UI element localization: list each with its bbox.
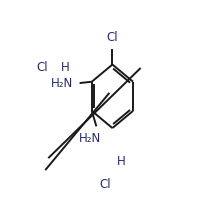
Text: H: H bbox=[61, 62, 70, 74]
Text: H₂N: H₂N bbox=[51, 76, 73, 90]
Text: Cl: Cl bbox=[36, 62, 48, 74]
Text: H₂N: H₂N bbox=[79, 132, 101, 145]
Text: Cl: Cl bbox=[100, 178, 111, 191]
Text: Cl: Cl bbox=[107, 31, 118, 44]
Text: H: H bbox=[117, 155, 126, 168]
